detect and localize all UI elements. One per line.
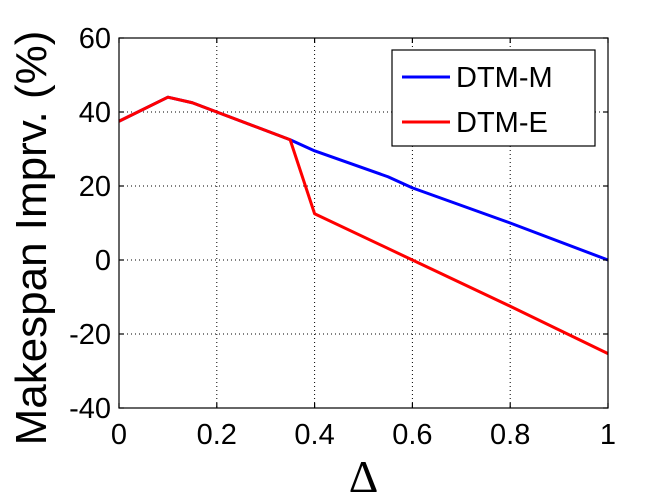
y-axis-label: Makespan Imprv. (%) — [7, 31, 56, 446]
y-tick-label: 60 — [79, 23, 111, 55]
y-tick-label: -40 — [69, 393, 111, 425]
x-axis-label: Δ — [349, 451, 379, 502]
legend-box — [391, 49, 596, 147]
legend-label-dtm-e: DTM-E — [456, 107, 548, 139]
series-line-dtm-e — [118, 95, 609, 355]
series-lines — [118, 95, 609, 355]
x-tick-label: 0.6 — [392, 419, 432, 451]
legend-label-dtm-m: DTM-M — [456, 62, 553, 94]
y-tick-labels: -40 -20 0 20 40 60 — [69, 23, 111, 425]
x-tick-label: 0.8 — [490, 419, 530, 451]
x-tick-label: 0.4 — [294, 419, 334, 451]
x-tick-label: 1 — [600, 419, 616, 451]
y-tick-label: 20 — [79, 171, 111, 203]
x-tick-label: 0 — [111, 419, 127, 451]
y-tick-label: -20 — [69, 319, 111, 351]
plot-area-frame — [118, 37, 609, 409]
y-tick-label: 40 — [79, 97, 111, 129]
axis-ticks — [118, 37, 609, 409]
x-tick-labels: 0 0.2 0.4 0.6 0.8 1 — [111, 419, 616, 451]
x-tick-label: 0.2 — [197, 419, 237, 451]
legend: DTM-M DTM-E — [391, 49, 596, 147]
y-tick-label: 0 — [95, 245, 111, 277]
